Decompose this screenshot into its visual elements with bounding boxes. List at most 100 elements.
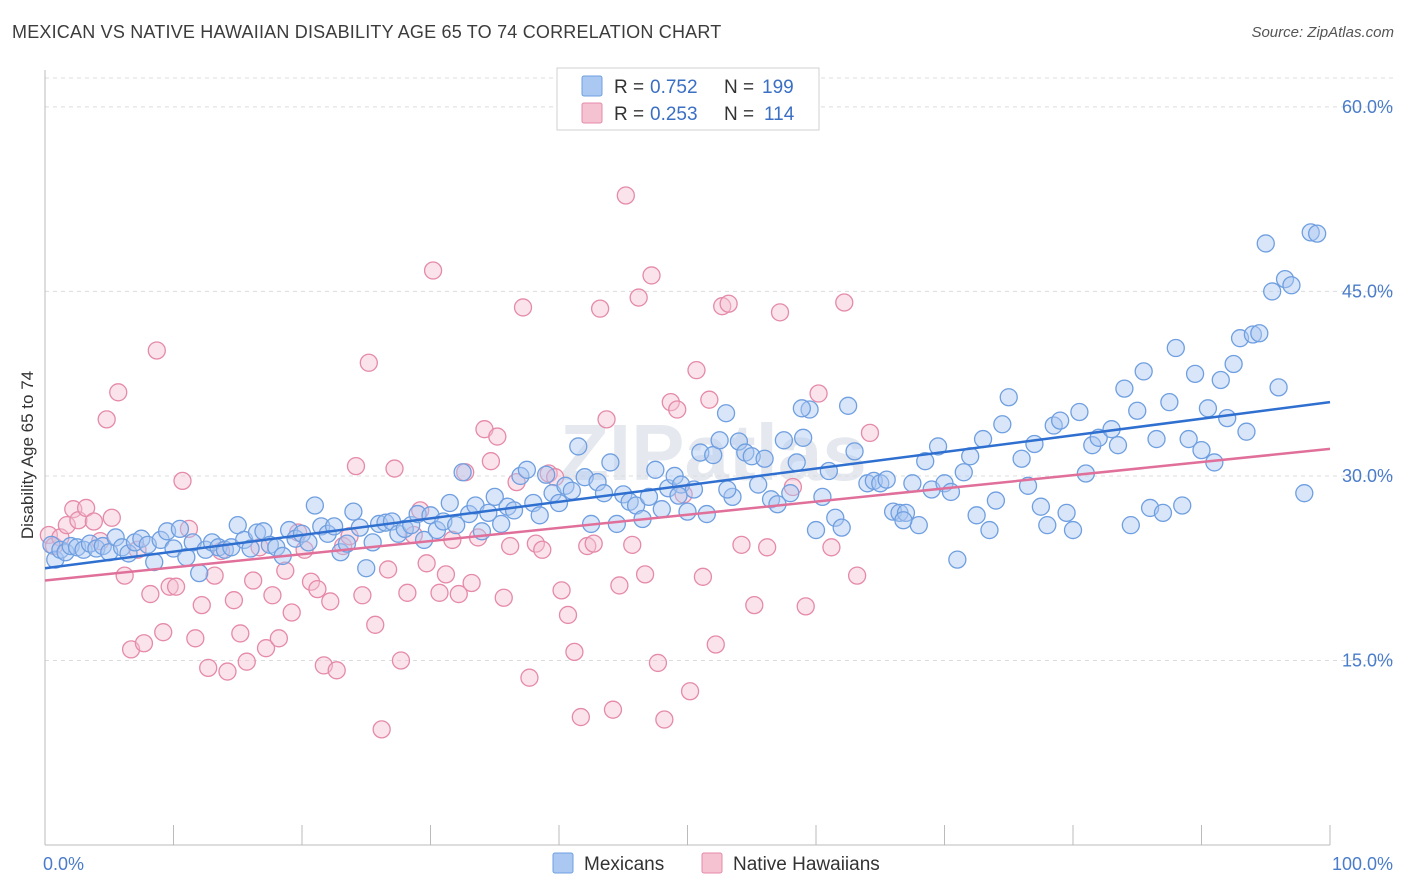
native-hawaiians-point: [263, 586, 282, 605]
x-tick-labels: 0.0% 100.0%: [43, 854, 1393, 874]
mexicans-point: [1108, 436, 1128, 455]
legend-n-label-1: N =: [724, 77, 754, 98]
trend-lines: [44, 400, 1331, 582]
native-hawaiians-point: [57, 516, 76, 535]
mexicans-point: [792, 399, 812, 418]
chart-title: MEXICAN VS NATIVE HAWAIIAN DISABILITY AG…: [12, 22, 722, 42]
mexicans-point: [1128, 401, 1147, 420]
mexicans-point: [569, 437, 588, 456]
mexicans-point: [639, 487, 659, 507]
mexicans-point: [1301, 223, 1320, 242]
native-hawaiians-point: [269, 629, 289, 648]
mexicans-point: [504, 501, 524, 520]
mexicans-point: [1121, 516, 1140, 535]
stats-legend: R = 0.752 N = 199 R = 0.253 N = 114: [556, 67, 820, 131]
native-hawaiians-point: [565, 642, 584, 662]
mexicans-point: [710, 431, 729, 450]
mexicans-point: [1224, 354, 1243, 374]
native-hawaiians-point: [109, 383, 128, 402]
native-hawaiians-point: [134, 634, 154, 653]
mexicans-point: [1012, 449, 1031, 468]
mexicans-point: [729, 432, 749, 451]
native-hawaiians-point: [256, 639, 276, 658]
mexicans-point: [928, 437, 948, 456]
mexicans-point: [1269, 378, 1288, 397]
mexicans-point: [806, 520, 826, 540]
mexicans-point: [794, 428, 813, 447]
native-hawaiians-point: [76, 498, 96, 518]
mexicans-point: [453, 463, 472, 482]
native-hawaiians-point: [462, 573, 481, 593]
native-hawaiians-point: [513, 298, 533, 317]
mexicans-point: [896, 503, 916, 523]
native-hawaiians-point: [205, 566, 224, 585]
mexicans-point: [1211, 370, 1230, 390]
mexicans-point: [1166, 338, 1185, 358]
mexicans-point: [646, 460, 665, 479]
mexicans-point: [447, 516, 466, 535]
native-hawaiians-point: [616, 186, 635, 205]
source-label: Source: ZipAtlas.com: [1251, 24, 1394, 41]
native-hawaiians-point: [481, 452, 501, 471]
x-tick-label-min: 0.0%: [43, 854, 84, 874]
bottom-legend-native-hawaiians: Native Hawaiians: [733, 854, 880, 875]
native-hawaiians-point: [166, 577, 186, 596]
mexicans-point: [312, 517, 331, 536]
native-hawaiians-point: [346, 456, 366, 476]
mexicans-point: [1256, 234, 1275, 253]
mexicans-point: [517, 460, 537, 479]
native-hawaiians-point: [154, 623, 173, 642]
series-legend: Mexicans Native Hawaiians: [552, 852, 880, 875]
native-hawaiians-point: [590, 299, 610, 318]
mexicans-point: [800, 400, 819, 419]
native-hawaiians-point: [378, 560, 398, 579]
mexicans-point: [1173, 496, 1192, 515]
y-axis-label: Disability Age 65 to 74: [18, 371, 37, 539]
mexicans-point: [42, 535, 61, 554]
mexicans-point: [299, 533, 318, 552]
native-hawaiians-point: [629, 288, 648, 307]
native-hawaiians-trend-line: [44, 447, 1331, 582]
mexicans-point: [716, 404, 736, 423]
native-hawaiians-point: [449, 584, 468, 604]
mexicans-point: [903, 474, 922, 493]
native-hawaiians-point: [430, 583, 449, 602]
mexicans-point: [344, 502, 363, 521]
mexicans-point: [1018, 476, 1038, 495]
mexicans-point: [601, 453, 620, 472]
legend-n-value-2: 114: [764, 104, 795, 125]
mexicans-point: [1083, 436, 1102, 455]
native-hawaiians-point: [192, 595, 211, 615]
mexicans-point: [1070, 402, 1089, 422]
native-hawaiians-point: [558, 605, 578, 625]
mexicans-trend-line: [44, 400, 1331, 570]
mexicans-point: [986, 491, 1006, 510]
native-hawaiians-point: [102, 508, 121, 527]
native-hawaiians-point: [623, 535, 642, 554]
native-hawaiians-point: [218, 662, 237, 681]
native-hawaiians-point: [199, 658, 218, 678]
native-hawaiians-point: [520, 668, 539, 687]
mexicans-point: [845, 442, 864, 461]
native-hawaiians-point: [597, 410, 616, 429]
bottom-legend-mexicans: Mexicans: [584, 854, 664, 875]
native-hawaiians-point: [115, 566, 134, 585]
mexicans-point: [537, 465, 556, 484]
mexicans-point: [1153, 503, 1173, 523]
mexicans-point: [1198, 399, 1218, 418]
legend-n-value-1: 199: [762, 77, 794, 98]
mexicans-point: [1295, 484, 1314, 503]
mexicans-point: [1237, 422, 1256, 441]
native-hawaiians-point: [533, 540, 552, 559]
mexicans-point: [485, 487, 504, 507]
mexicans-point: [954, 463, 973, 482]
mexicans-point: [1057, 503, 1076, 523]
mexicans-point: [1038, 516, 1057, 535]
mexicans-point: [813, 487, 832, 507]
mexicans-point: [781, 484, 800, 503]
native-hawaiians-point: [635, 565, 655, 584]
native-hawaiians-point: [700, 390, 719, 409]
mexicans-point: [894, 511, 913, 530]
mexicans-point: [241, 539, 260, 558]
axes: [44, 70, 1331, 846]
